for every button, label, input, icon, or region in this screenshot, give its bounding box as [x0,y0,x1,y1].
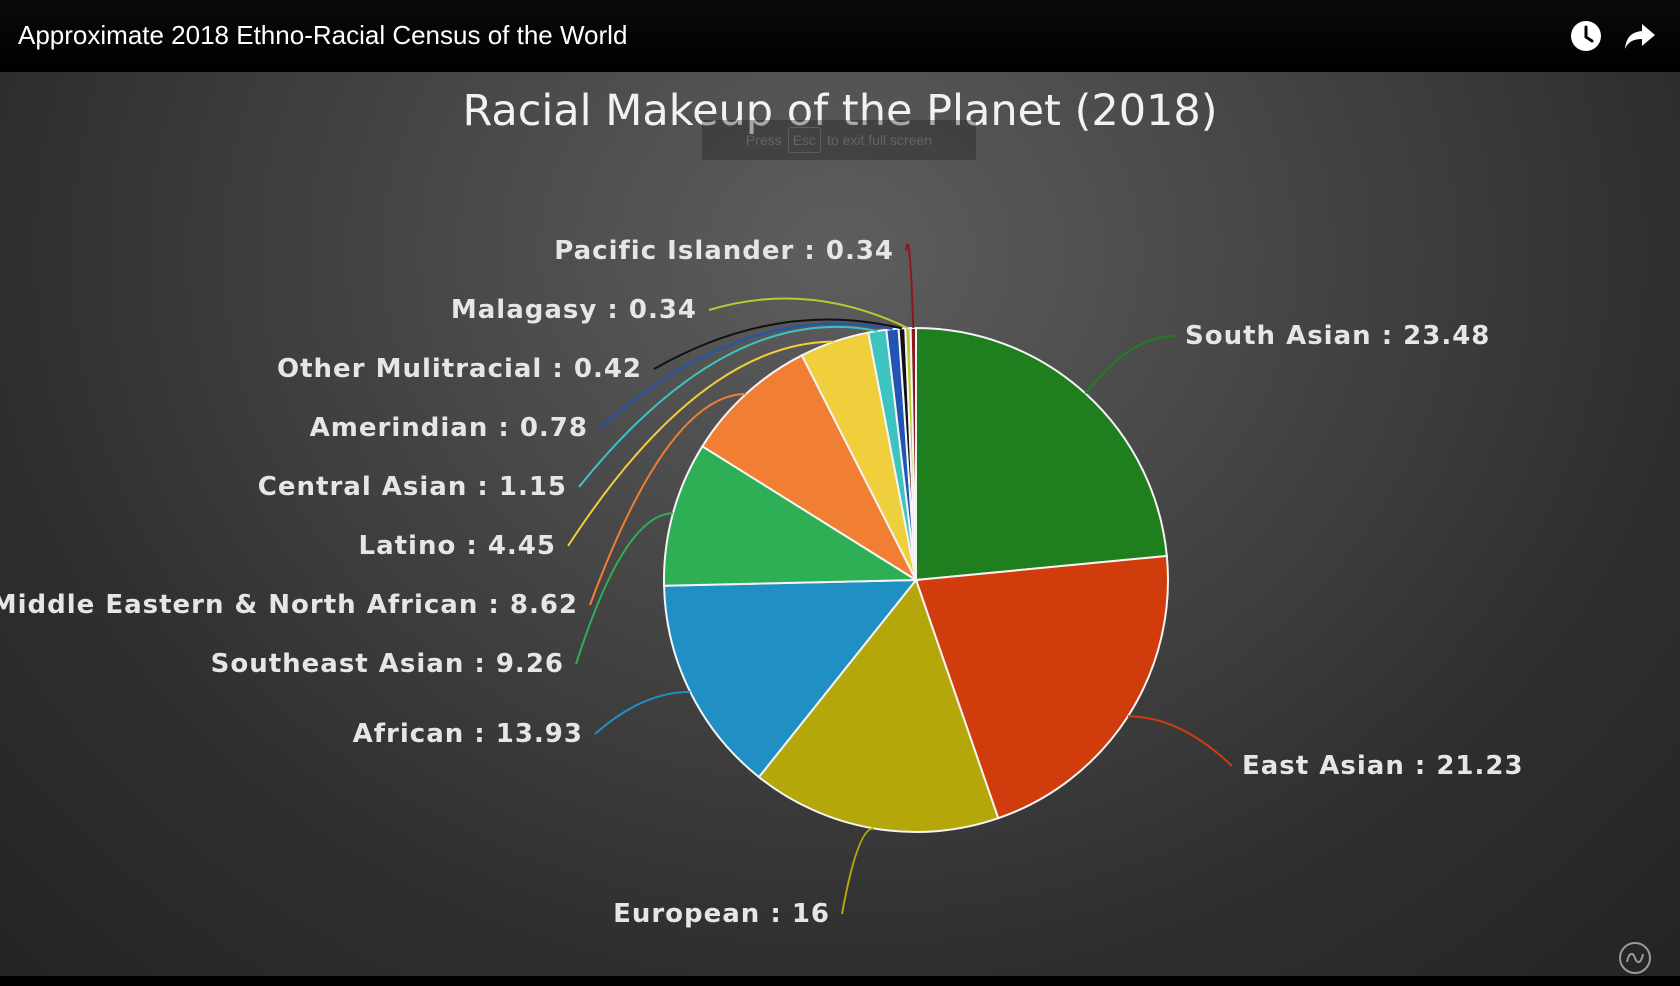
video-frame: Racial Makeup of the Planet (2018) South… [0,72,1680,976]
leader-line [599,322,893,429]
leader-line [905,243,915,329]
pie-chart: Racial Makeup of the Planet (2018) South… [0,86,1524,929]
slice-label: Other Mulitracial : 0.42 [277,354,642,384]
slice-label: African : 13.93 [353,719,583,749]
esc-hint-press: Press [745,132,782,148]
leader-line [708,297,909,330]
slice-label: Central Asian : 1.15 [258,472,567,502]
slice-label: Amerindian : 0.78 [310,413,588,443]
pie-slice-south-asian [915,326,1168,582]
slice-label: East Asian : 21.23 [1242,751,1524,781]
share-arrow-icon[interactable] [1622,18,1658,54]
slice-label: Malagasy : 0.34 [451,295,697,325]
slice-label: European : 16 [613,899,830,929]
slice-label: South Asian : 23.48 [1185,321,1490,351]
leader-line [578,325,878,488]
channel-logo-icon [1617,940,1653,976]
exit-fullscreen-hint: Press Esc to exit full screen [702,120,976,160]
clock-icon[interactable] [1568,18,1604,54]
player-top-bar: Approximate 2018 Ethno-Racial Census of … [0,0,1680,72]
pie-slice-southeast-asian [663,444,920,587]
leader-line [575,512,674,665]
esc-key: Esc [787,127,822,153]
pie-slice-african [663,578,919,779]
slice-label: Pacific Islander : 0.34 [554,236,894,266]
leader-line [594,690,691,735]
slice-label: Middle Eastern & North African : 8.62 [0,590,578,620]
slice-label: Latino : 4.45 [359,531,556,561]
esc-hint-exit: to exit full screen [827,132,933,148]
leader-line [567,340,835,547]
leader-line [589,393,746,606]
pie-slice-east-asian [914,554,1169,820]
leader-line [1084,335,1176,395]
pie-slice-pacific-islander [909,326,917,581]
pie-slice-middle-eastern-north-african [701,353,919,583]
slice-label: Southeast Asian : 9.26 [211,649,564,679]
leader-line [653,318,903,370]
chart-title: Racial Makeup of the Planet (2018) [462,86,1217,136]
video-title[interactable]: Approximate 2018 Ethno-Racial Census of … [18,20,628,50]
leader-line [841,827,874,915]
leader-line [1127,715,1233,767]
